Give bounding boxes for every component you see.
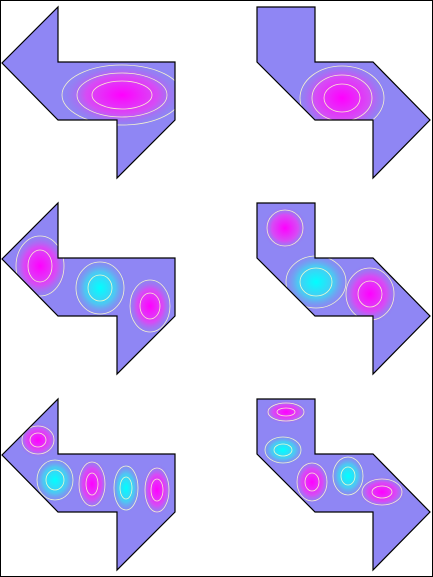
mode-plot [1, 397, 176, 572]
mode-plot [256, 202, 431, 376]
mode-plot [256, 398, 431, 572]
mode-plot [1, 5, 176, 180]
mode-plot [256, 6, 431, 180]
mode-plot [1, 201, 176, 376]
